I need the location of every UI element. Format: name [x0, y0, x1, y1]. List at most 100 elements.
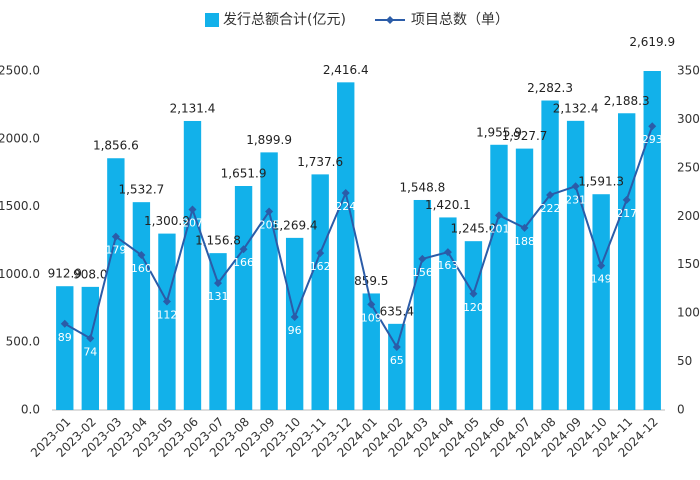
line-value-label: 162 — [310, 260, 331, 273]
line-marker — [316, 249, 325, 258]
y2-tick-label: 150 — [677, 257, 700, 271]
bar — [260, 152, 278, 410]
bar-value-label: 1,856.6 — [93, 139, 139, 153]
bar-value-label: 1,420.1 — [425, 198, 471, 212]
line-value-label: 188 — [514, 235, 535, 248]
line-value-label: 156 — [412, 266, 433, 279]
line-marker — [546, 190, 555, 199]
line-marker — [469, 289, 478, 298]
line-marker — [597, 261, 606, 270]
line-marker — [494, 211, 503, 220]
line-marker — [443, 248, 452, 257]
y2-tick-label: 100 — [677, 306, 700, 320]
line-marker — [367, 300, 376, 309]
legend-marker — [386, 16, 394, 24]
bar — [362, 293, 380, 410]
bar — [464, 241, 483, 410]
line-value-label: 231 — [565, 193, 586, 206]
bar-value-label: 2,619.9 — [629, 35, 675, 49]
line — [64, 125, 654, 350]
line-marker — [622, 195, 631, 204]
bar — [388, 323, 406, 410]
line-marker — [265, 207, 274, 216]
bar-value-label: 1,548.8 — [399, 180, 445, 194]
bar — [107, 158, 125, 410]
line-value-label: 293 — [642, 133, 663, 146]
plot-area — [56, 71, 661, 410]
y-tick-label: 500.0 — [6, 335, 40, 349]
y-tick-label: 0.0 — [21, 403, 40, 417]
line-value-label: 224 — [335, 200, 356, 213]
line-marker — [571, 182, 580, 191]
bar-value-label: 1,156.8 — [195, 234, 241, 248]
bar — [541, 100, 559, 410]
legend-label: 项目总数（单） — [411, 12, 509, 28]
bar-value-label: 1,955.9 — [476, 125, 522, 139]
bar-value-label: 2,282.3 — [527, 81, 573, 95]
bar-value-label: 1,927.7 — [502, 129, 548, 143]
y2-tick-label: 300 — [677, 112, 700, 126]
bar-value-label: 2,188.3 — [604, 94, 650, 108]
bar-value-label: 912.9 — [48, 267, 82, 281]
bar-value-label: 2,132.4 — [553, 101, 599, 115]
line-marker — [214, 279, 223, 288]
line-value-label: 96 — [288, 324, 302, 337]
bar — [643, 71, 661, 410]
line-marker — [392, 343, 401, 352]
line-marker — [162, 297, 171, 306]
line-value-label: 222 — [540, 202, 561, 215]
legend-label: 发行总额合计(亿元) — [223, 12, 346, 28]
bar — [490, 144, 508, 410]
line-value-label: 65 — [390, 354, 404, 367]
bar — [337, 82, 355, 410]
bar — [592, 194, 610, 410]
line-marker — [418, 254, 427, 263]
bar — [285, 237, 304, 410]
y-tick-label: 1000.0 — [0, 267, 40, 281]
line-marker — [137, 251, 146, 260]
line-value-label: 109 — [361, 311, 382, 324]
line-marker — [239, 245, 248, 254]
bar — [311, 174, 329, 410]
bar-value-label: 1,245.0 — [451, 222, 497, 236]
line-value-label: 205 — [259, 218, 280, 231]
bar — [158, 233, 176, 410]
y2-tick-label: 0 — [677, 403, 685, 417]
line-marker — [60, 319, 69, 328]
bar — [183, 120, 202, 410]
line-value-label: 207 — [182, 217, 203, 230]
line-value-label: 131 — [208, 290, 229, 303]
bar-value-label: 1,591.3 — [578, 175, 624, 189]
bar — [413, 199, 432, 410]
line-value-label: 149 — [591, 273, 612, 286]
bar — [566, 120, 585, 410]
line-marker — [648, 122, 657, 131]
bar — [515, 148, 534, 410]
y-tick-label: 2000.0 — [0, 131, 40, 145]
line-marker — [86, 334, 95, 343]
bar — [209, 253, 227, 410]
bar-value-label: 1,300.9 — [144, 214, 190, 228]
line-marker — [520, 223, 529, 232]
line-value-label: 166 — [233, 256, 254, 269]
bar-value-label: 1,532.7 — [118, 183, 164, 197]
y2-tick-label: 50 — [677, 354, 692, 368]
y-tick-label: 1500.0 — [0, 199, 40, 213]
bar — [56, 286, 74, 410]
line-marker — [188, 205, 197, 214]
bar — [132, 202, 151, 410]
line-value-label: 201 — [488, 222, 509, 235]
line-value-label: 120 — [463, 301, 484, 314]
bar-value-label: 1,651.9 — [221, 167, 267, 181]
y-tick-label: 2500.0 — [0, 64, 40, 78]
bar-value-label: 2,416.4 — [323, 63, 369, 77]
line-value-label: 163 — [437, 259, 458, 272]
bar — [618, 113, 636, 410]
line-value-label: 112 — [156, 309, 177, 322]
bar-value-label: 2,131.4 — [170, 101, 216, 115]
legend-swatch — [205, 13, 219, 27]
line-marker — [290, 313, 299, 322]
bar — [234, 186, 253, 410]
